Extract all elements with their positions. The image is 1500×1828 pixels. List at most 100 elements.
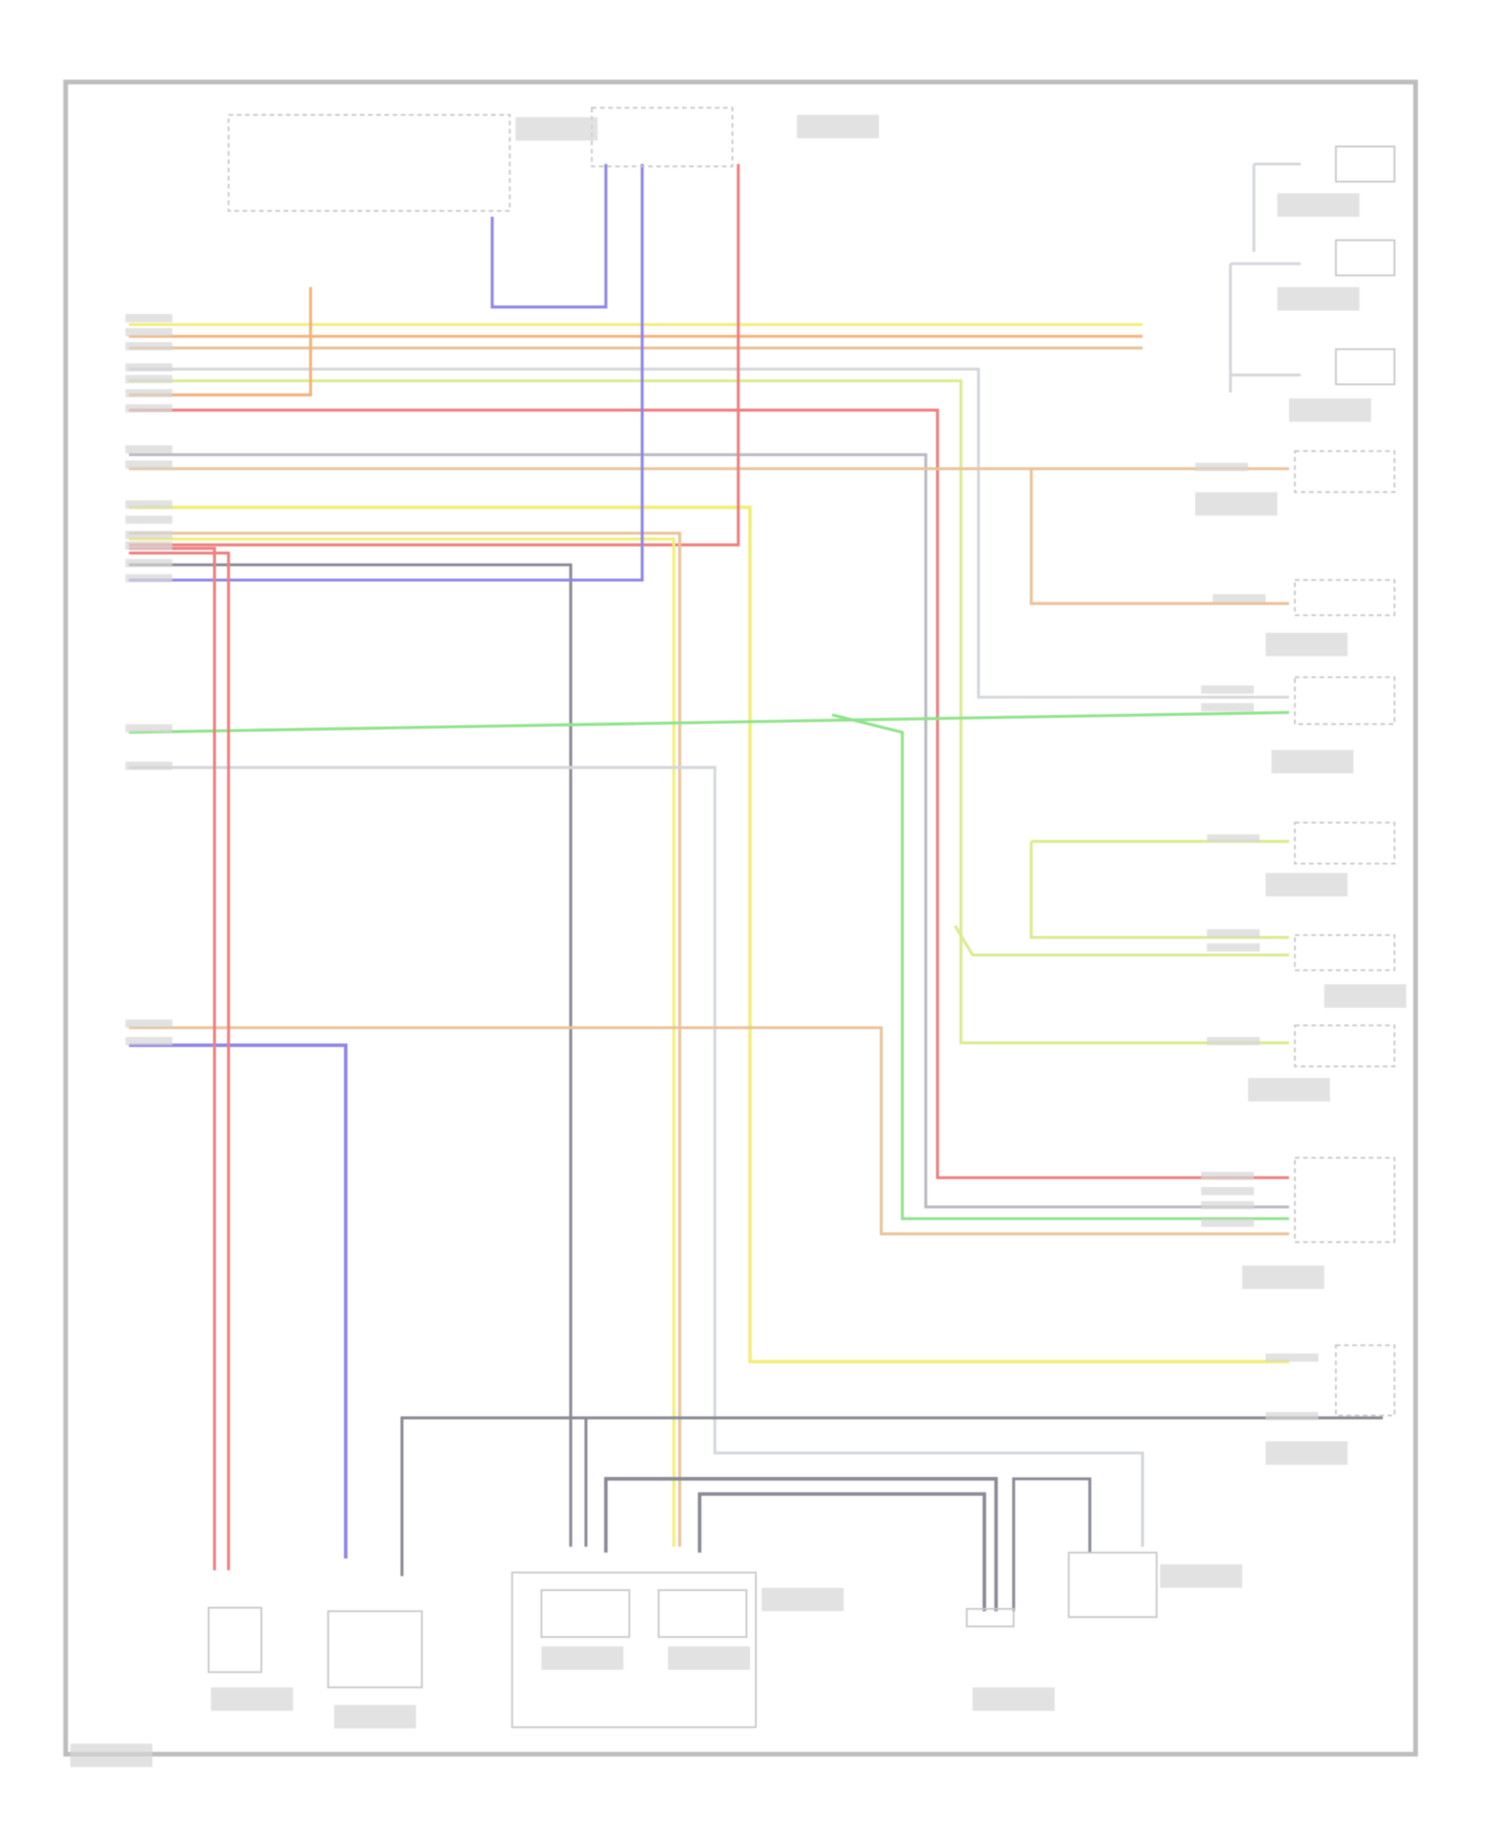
label-mark bbox=[1201, 1171, 1254, 1180]
wire bbox=[831, 713, 1290, 1221]
label-mark bbox=[125, 530, 173, 540]
component-box bbox=[965, 1607, 1015, 1628]
label-mark bbox=[1195, 492, 1278, 516]
component-box bbox=[207, 1606, 263, 1674]
wire bbox=[953, 924, 1290, 957]
wire bbox=[400, 1416, 1383, 1577]
component-box bbox=[1067, 1551, 1158, 1618]
component-box bbox=[590, 106, 734, 168]
wire bbox=[1012, 1477, 1092, 1612]
label-mark bbox=[1324, 984, 1407, 1008]
wire bbox=[128, 537, 676, 1547]
wire bbox=[697, 1492, 987, 1612]
component-box bbox=[1335, 239, 1396, 277]
label-mark bbox=[125, 363, 173, 372]
label-mark bbox=[125, 404, 173, 413]
component-box bbox=[1335, 348, 1396, 386]
label-mark bbox=[125, 515, 173, 524]
label-mark bbox=[1265, 1412, 1319, 1421]
label-mark bbox=[70, 1743, 153, 1768]
wire bbox=[128, 164, 740, 547]
component-box bbox=[657, 1589, 748, 1638]
component-box bbox=[1294, 676, 1396, 726]
label-mark bbox=[1201, 1201, 1254, 1210]
label-mark bbox=[210, 1687, 293, 1711]
wire bbox=[128, 408, 1290, 1180]
component-box bbox=[1335, 1344, 1396, 1417]
label-mark bbox=[125, 374, 173, 384]
component-box bbox=[1294, 450, 1396, 494]
label-mark bbox=[1242, 1265, 1325, 1289]
label-mark bbox=[125, 558, 173, 568]
component-box bbox=[511, 1571, 757, 1729]
label-mark bbox=[125, 328, 173, 337]
diagram-frame bbox=[63, 79, 1418, 1757]
label-mark bbox=[125, 445, 173, 454]
label-mark bbox=[334, 1704, 417, 1729]
label-mark bbox=[125, 1019, 173, 1028]
label-mark bbox=[1160, 1564, 1243, 1588]
wire bbox=[128, 531, 682, 1547]
component-box bbox=[227, 113, 511, 212]
label-mark bbox=[1265, 632, 1348, 657]
label-mark bbox=[761, 1587, 844, 1612]
component-box bbox=[1294, 1024, 1396, 1068]
label-mark bbox=[1207, 834, 1260, 843]
label-mark bbox=[125, 541, 173, 550]
label-mark bbox=[125, 724, 173, 733]
wire bbox=[128, 164, 644, 582]
wire bbox=[128, 505, 1290, 1364]
wire bbox=[1029, 841, 1290, 939]
label-mark bbox=[1289, 398, 1372, 422]
label-mark bbox=[1207, 943, 1260, 952]
label-mark bbox=[1265, 1353, 1319, 1362]
label-mark bbox=[125, 1037, 173, 1046]
wire bbox=[490, 164, 608, 309]
label-mark bbox=[796, 114, 879, 139]
wire bbox=[128, 379, 1290, 1045]
component-box bbox=[1335, 145, 1396, 183]
label-mark bbox=[125, 761, 173, 770]
component-box bbox=[1294, 1156, 1396, 1243]
wire bbox=[128, 287, 313, 397]
wire bbox=[128, 710, 1290, 734]
label-mark bbox=[1201, 1218, 1254, 1227]
label-mark bbox=[1201, 1187, 1254, 1196]
wire bbox=[604, 1477, 998, 1612]
wire bbox=[128, 551, 231, 1571]
wire bbox=[1029, 468, 1290, 605]
wire bbox=[128, 1026, 1290, 1236]
label-mark bbox=[1212, 594, 1266, 603]
label-mark bbox=[1265, 1441, 1348, 1465]
component-box bbox=[1294, 934, 1396, 972]
label-mark bbox=[125, 389, 173, 398]
label-mark bbox=[667, 1646, 750, 1670]
label-mark bbox=[972, 1687, 1055, 1711]
label-mark bbox=[125, 460, 173, 469]
label-mark bbox=[541, 1646, 624, 1670]
wire bbox=[128, 453, 1290, 1209]
label-mark bbox=[1265, 872, 1348, 897]
label-mark bbox=[515, 117, 598, 141]
label-mark bbox=[1277, 193, 1360, 217]
label-mark bbox=[1277, 287, 1360, 311]
label-mark bbox=[125, 314, 173, 323]
label-mark bbox=[125, 500, 173, 509]
label-mark bbox=[125, 574, 173, 583]
label-mark bbox=[1201, 685, 1254, 694]
wire bbox=[128, 766, 1145, 1547]
label-mark bbox=[1201, 703, 1254, 712]
wires bbox=[128, 162, 1383, 1612]
wire bbox=[128, 1043, 348, 1559]
label-mark bbox=[1271, 749, 1354, 774]
component-box bbox=[1294, 579, 1396, 617]
label-mark bbox=[1195, 462, 1249, 472]
wire bbox=[128, 367, 1290, 699]
component-box bbox=[540, 1589, 631, 1638]
label-mark bbox=[125, 342, 173, 351]
label-mark bbox=[1248, 1078, 1331, 1102]
component-box bbox=[327, 1610, 423, 1689]
wire bbox=[128, 546, 216, 1571]
components bbox=[70, 106, 1407, 1768]
